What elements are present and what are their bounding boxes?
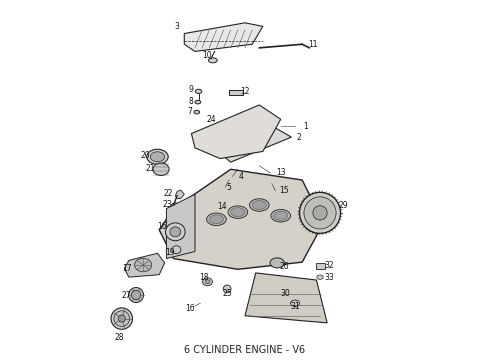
Ellipse shape (208, 58, 218, 63)
Text: 18: 18 (199, 273, 209, 282)
Text: 8: 8 (188, 97, 193, 106)
Text: 31: 31 (290, 302, 300, 311)
Ellipse shape (317, 275, 323, 279)
Text: 26: 26 (279, 262, 289, 271)
Text: 12: 12 (240, 87, 250, 96)
Ellipse shape (209, 215, 223, 224)
Text: 15: 15 (279, 186, 289, 195)
Polygon shape (192, 105, 281, 158)
Polygon shape (124, 253, 165, 277)
Ellipse shape (128, 288, 144, 302)
Ellipse shape (114, 311, 130, 327)
Ellipse shape (291, 300, 299, 306)
Text: 13: 13 (276, 168, 286, 177)
Text: 9: 9 (188, 85, 193, 94)
Ellipse shape (196, 89, 202, 94)
Text: 16: 16 (157, 222, 167, 231)
Text: 19: 19 (165, 248, 175, 257)
Ellipse shape (250, 129, 254, 131)
Bar (229, 90, 243, 95)
Ellipse shape (221, 143, 226, 146)
Ellipse shape (195, 100, 201, 104)
Text: 10: 10 (203, 51, 212, 60)
Text: 6 CYLINDER ENGINE - V6: 6 CYLINDER ENGINE - V6 (184, 345, 306, 355)
Text: 7: 7 (187, 107, 192, 116)
Ellipse shape (118, 315, 125, 322)
Text: 16: 16 (185, 304, 195, 313)
Text: 17: 17 (122, 264, 132, 273)
Ellipse shape (228, 206, 247, 219)
Ellipse shape (111, 308, 132, 329)
Ellipse shape (172, 203, 179, 208)
Text: 20: 20 (141, 151, 150, 160)
Text: 33: 33 (324, 273, 334, 282)
Ellipse shape (202, 278, 213, 286)
Ellipse shape (299, 192, 341, 233)
Text: 29: 29 (339, 201, 348, 210)
Polygon shape (184, 23, 263, 51)
Ellipse shape (270, 258, 284, 268)
Ellipse shape (271, 210, 291, 222)
Ellipse shape (172, 246, 181, 253)
Ellipse shape (166, 223, 185, 241)
Text: 11: 11 (308, 40, 318, 49)
Ellipse shape (194, 111, 199, 114)
Polygon shape (159, 169, 323, 269)
Ellipse shape (273, 211, 288, 220)
Ellipse shape (249, 199, 269, 211)
Text: 4: 4 (239, 172, 244, 181)
Ellipse shape (150, 152, 165, 162)
Ellipse shape (236, 136, 240, 139)
Bar (317, 263, 325, 269)
Ellipse shape (264, 139, 269, 142)
Ellipse shape (223, 285, 231, 293)
Text: 32: 32 (324, 261, 334, 270)
Text: 25: 25 (222, 289, 232, 298)
Polygon shape (245, 273, 327, 323)
Text: 3: 3 (175, 22, 179, 31)
Text: 30: 30 (280, 289, 290, 298)
Text: 2: 2 (296, 132, 301, 141)
Ellipse shape (252, 201, 267, 210)
Text: 1: 1 (303, 122, 308, 131)
Text: 28: 28 (115, 333, 124, 342)
Polygon shape (209, 123, 292, 162)
Text: 24: 24 (206, 115, 216, 124)
Ellipse shape (313, 206, 327, 220)
Ellipse shape (153, 163, 169, 176)
Text: 5: 5 (226, 183, 231, 192)
Text: 14: 14 (217, 202, 226, 211)
Ellipse shape (170, 227, 181, 237)
Text: 22: 22 (164, 189, 173, 198)
Polygon shape (167, 194, 195, 258)
Text: 21: 21 (146, 164, 155, 173)
Polygon shape (175, 190, 184, 199)
Text: 23: 23 (162, 200, 172, 209)
Text: 27: 27 (122, 291, 131, 300)
Ellipse shape (135, 258, 152, 272)
Ellipse shape (147, 149, 168, 164)
Ellipse shape (205, 280, 210, 284)
Ellipse shape (304, 197, 336, 229)
Ellipse shape (131, 291, 141, 300)
Ellipse shape (250, 150, 254, 153)
Ellipse shape (207, 213, 226, 226)
Ellipse shape (231, 208, 245, 217)
